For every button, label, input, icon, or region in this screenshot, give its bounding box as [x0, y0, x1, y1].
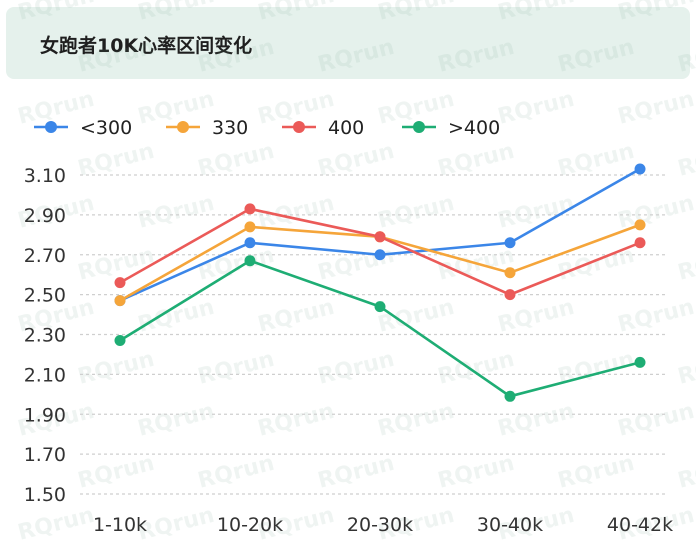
data-point[interactable] [634, 163, 646, 175]
watermark-text: RQrun [675, 139, 696, 182]
watermark-text: RQrun [375, 0, 457, 26]
watermark-text: RQrun [135, 191, 217, 234]
data-point[interactable] [374, 249, 386, 261]
chart-title: 女跑者10K心率区间变化 [40, 35, 253, 57]
data-point[interactable] [244, 237, 256, 249]
watermark-text: RQrun [495, 87, 577, 130]
y-tick-label: 1.70 [24, 444, 66, 466]
legend-item[interactable]: <300 [34, 117, 132, 139]
watermark-text: RQrun [135, 0, 217, 26]
watermark-text: RQrun [375, 191, 457, 234]
data-point[interactable] [504, 390, 516, 402]
watermark-text: RQrun [675, 35, 696, 78]
legend-label: >400 [448, 117, 500, 139]
watermark-text: RQrun [15, 0, 97, 26]
watermark-text: RQrun [555, 451, 637, 494]
x-tick-label: 40-42k [607, 514, 673, 536]
watermark-text: RQrun [675, 347, 696, 390]
data-point[interactable] [504, 289, 516, 301]
watermark-text: RQrun [255, 0, 337, 26]
watermark-text: RQrun [615, 87, 696, 130]
watermark-text: RQrun [15, 503, 97, 546]
watermark-text: RQrun [435, 35, 517, 78]
legend-item[interactable]: 400 [282, 117, 364, 139]
legend[interactable]: <300 330 400 >400 [34, 117, 500, 139]
data-point[interactable] [634, 356, 646, 368]
y-tick-label: 2.10 [24, 364, 66, 386]
watermark-text: RQrun [315, 35, 397, 78]
data-point[interactable] [504, 267, 516, 279]
watermark-text: RQrun [135, 503, 217, 546]
legend-label: 400 [328, 117, 364, 139]
data-point[interactable] [114, 295, 126, 307]
watermark-text: RQrun [255, 295, 337, 338]
watermark-text: RQrun [135, 87, 217, 130]
watermark-text: RQrun [315, 347, 397, 390]
legend-marker [177, 121, 189, 133]
data-point[interactable] [244, 221, 256, 233]
watermark-text: RQrun [375, 399, 457, 442]
x-axis: 1-10k 10-20k 20-30k 30-40k 40-42k [93, 514, 673, 536]
watermark-text: RQrun [135, 399, 217, 442]
legend-marker [293, 121, 305, 133]
y-axis: 1.50 1.70 1.90 2.10 2.30 2.50 2.70 2.90 3.10 [24, 165, 66, 506]
watermark-text: RQrun [555, 35, 637, 78]
data-point[interactable] [114, 277, 126, 289]
watermark-text: RQrun [615, 0, 696, 26]
watermark-text: RQrun [255, 399, 337, 442]
legend-label: <300 [80, 117, 132, 139]
data-point[interactable] [634, 237, 646, 249]
y-tick-label: 1.90 [24, 404, 66, 426]
data-point[interactable] [504, 237, 516, 249]
watermark-text: RQrun [495, 295, 577, 338]
watermark-layer: RQrun RQrun RQrun RQrun RQrun RQrun RQrun RQrun… [15, 0, 696, 546]
y-tick-label: 2.70 [24, 245, 66, 267]
y-tick-label: 1.50 [24, 484, 66, 506]
data-point[interactable] [374, 231, 386, 243]
legend-marker [45, 121, 57, 133]
x-tick-label: 30-40k [477, 514, 543, 536]
watermark-text: RQrun [435, 451, 517, 494]
watermark-text: RQrun [495, 399, 577, 442]
legend-label: 330 [212, 117, 248, 139]
data-point[interactable] [374, 301, 386, 313]
watermark-text: RQrun [75, 35, 157, 78]
watermark-text: RQrun [615, 191, 696, 234]
watermark-text: RQrun [555, 347, 637, 390]
series-group [114, 255, 646, 402]
grid-lines [80, 174, 665, 495]
title-card: 女跑者10K心率区间变化 [6, 7, 690, 79]
x-tick-label: 1-10k [93, 514, 147, 536]
watermark-text: RQrun [615, 295, 696, 338]
watermark-text: RQrun [75, 347, 157, 390]
watermark-text: RQrun [495, 0, 577, 26]
y-tick-label: 2.30 [24, 325, 66, 347]
watermark-text: RQrun [195, 347, 277, 390]
data-point[interactable] [244, 203, 256, 215]
x-tick-label: 10-20k [217, 514, 283, 536]
watermark-text: RQrun [195, 35, 277, 78]
watermark-text: RQrun [675, 243, 696, 286]
legend-item[interactable]: 330 [166, 117, 248, 139]
watermark-text: RQrun [615, 399, 696, 442]
y-tick-label: 3.10 [24, 165, 66, 187]
watermark-text: RQrun [675, 451, 696, 494]
y-tick-label: 2.90 [24, 205, 66, 227]
series-group [114, 203, 646, 301]
watermark-text: RQrun [195, 451, 277, 494]
legend-marker [413, 121, 425, 133]
x-tick-label: 20-30k [347, 514, 413, 536]
data-point[interactable] [634, 219, 646, 231]
data-point[interactable] [114, 334, 126, 346]
watermark-text: RQrun [315, 451, 397, 494]
data-point[interactable] [244, 255, 256, 267]
watermark-text: RQrun [75, 451, 157, 494]
watermark-text: RQrun [135, 295, 217, 338]
y-tick-label: 2.50 [24, 285, 66, 307]
series-layer [114, 163, 646, 402]
legend-item[interactable]: >400 [402, 117, 500, 139]
